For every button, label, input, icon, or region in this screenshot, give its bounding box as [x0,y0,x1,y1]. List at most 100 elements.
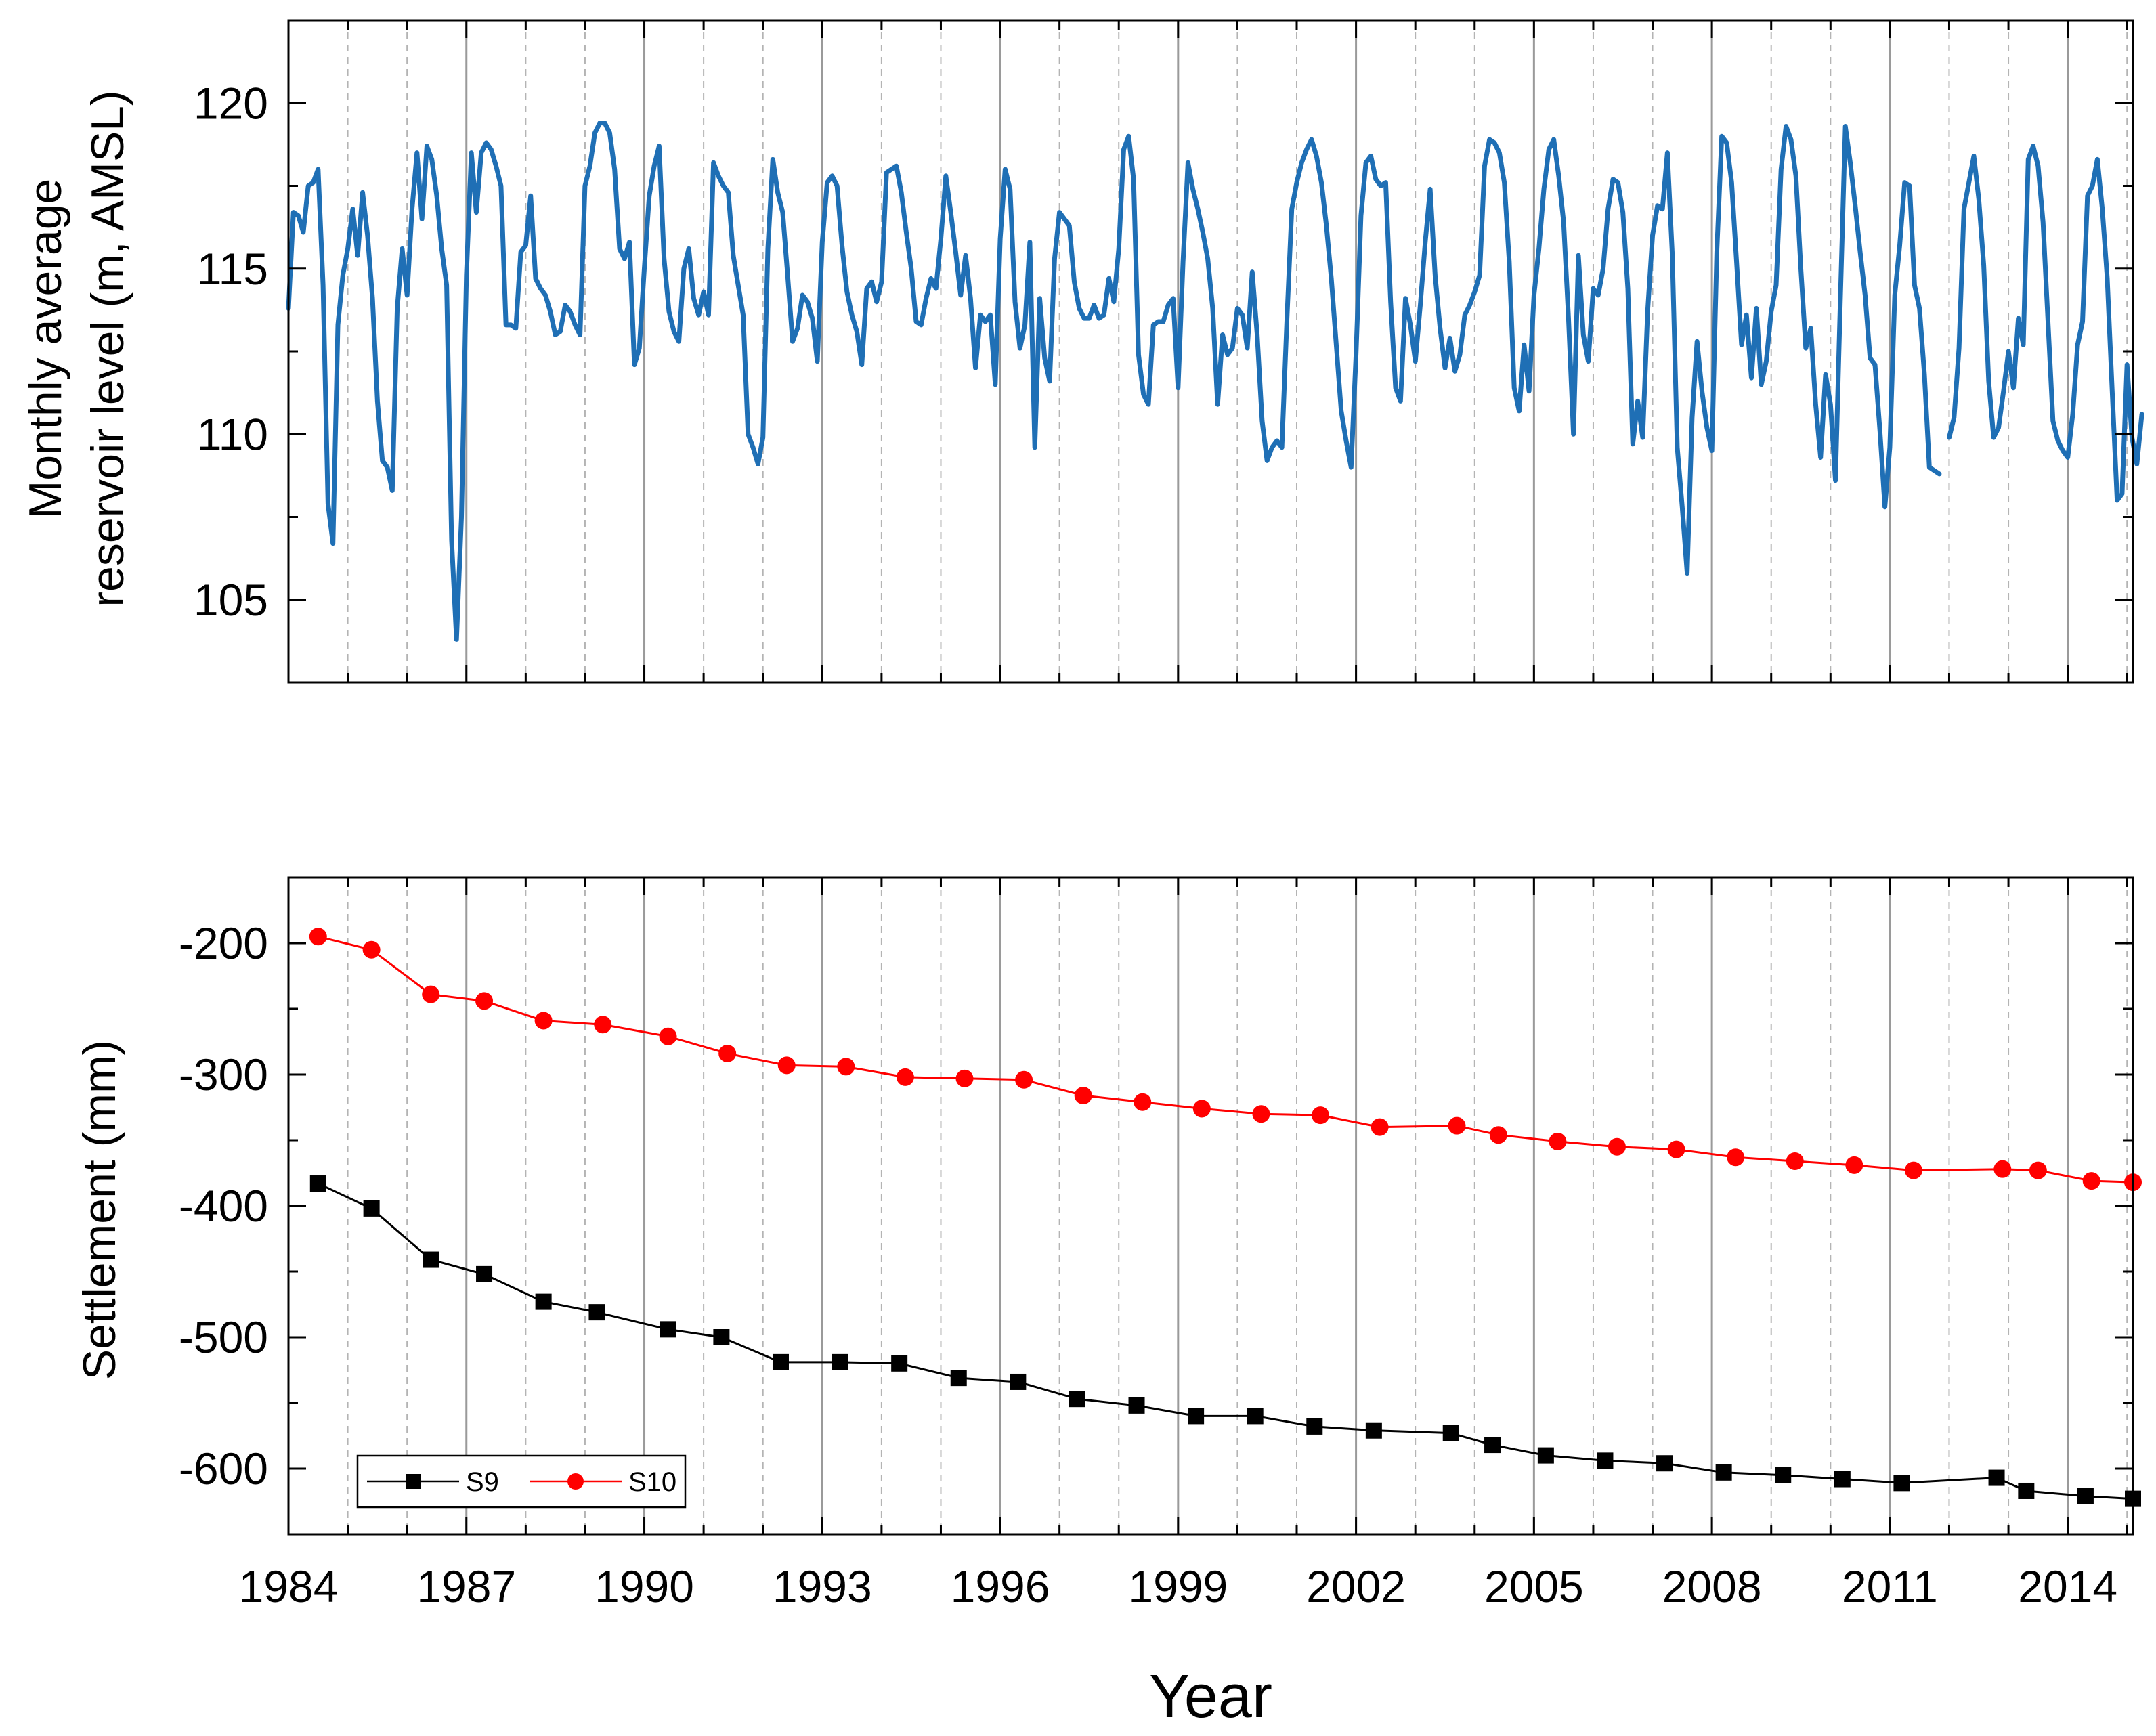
x-tick-label: 2014 [2018,1561,2117,1611]
settlement-point-s9 [1656,1455,1673,1472]
settlement-point-s10 [1252,1105,1270,1123]
settlement-point-s10 [1489,1126,1507,1144]
reservoir-y-axis-title-line1: Monthly average [20,179,71,519]
settlement-point-s9 [588,1304,605,1321]
settlement-point-s10 [1845,1156,1863,1174]
settlement-point-s9 [363,1200,380,1217]
x-tick-label: 2011 [1842,1561,1938,1611]
settlement-point-s9 [1010,1373,1027,1390]
x-axis-title: Year [1149,1663,1272,1731]
settlement-point-s9 [1834,1471,1851,1488]
settlement-point-s9 [950,1370,967,1387]
settlement-point-s10 [1608,1137,1626,1156]
settlement-point-s10 [1448,1116,1466,1135]
settlement-point-s10 [2082,1172,2100,1190]
settlement-point-s10 [837,1058,855,1076]
settlement-point-s10 [659,1027,677,1045]
reservoir-y-tick-label: 110 [197,409,268,459]
settlement-point-s9 [1484,1437,1501,1454]
settlement-point-s10 [1192,1100,1211,1118]
settlement-point-s9 [1365,1422,1382,1439]
reservoir-y-tick-labels: 105 110 115 120 [194,78,268,625]
settlement-point-s9 [423,1251,439,1268]
settlement-point-s10 [1904,1161,1922,1179]
settlement-point-s9 [1775,1467,1792,1483]
settlement-point-s10 [2029,1161,2047,1179]
legend: S9 S10 [356,1454,687,1509]
settlement-point-s10 [422,985,440,1003]
settlement-line-s10 [318,935,2134,1184]
settlement-y-tick-label: -200 [179,918,268,968]
settlement-point-s9 [535,1293,552,1310]
x-tick-label: 1993 [773,1561,872,1611]
settlement-point-s10 [777,1056,796,1075]
x-tick-labels: 1984 1987 1990 1993 1996 1999 2002 2005 2008 2011… [239,1561,2117,1611]
settlement-point-s9 [476,1265,493,1282]
reservoir-y-tick-label: 115 [197,244,268,294]
legend-label-s9: S9 [466,1467,499,1497]
settlement-point-s9 [1597,1452,1614,1469]
settlement-point-s10 [955,1069,974,1087]
settlement-point-s9 [1537,1447,1554,1464]
reservoir-grid [287,20,2128,682]
x-tick-label: 1996 [951,1561,1050,1611]
reservoir-y-axis-title-line2: reservoir level (m, AMSL) [82,90,133,607]
x-tick-label: 2005 [1484,1561,1584,1611]
settlement-plot-frame [287,876,2134,1536]
reservoir-y-tick-label: 105 [194,575,268,625]
settlement-point-s10 [1015,1070,1033,1089]
settlement-point-s9 [1069,1391,1085,1408]
settlement-y-tick-label: -500 [179,1312,268,1362]
settlement-point-s10 [1727,1148,1745,1167]
settlement-point-s10 [534,1012,553,1030]
settlement-point-s10 [1312,1106,1330,1125]
legend-marker-s10 [567,1473,584,1490]
settlement-point-s9 [1188,1408,1205,1425]
settlement-y-tick-label: -300 [179,1049,268,1100]
settlement-panel: -600 -500 -400 -300 -200 1984 1987 1990 1993 199… [74,876,2142,1731]
x-tick-label: 1987 [416,1561,516,1611]
settlement-point-s10 [896,1068,914,1086]
settlement-point-s9 [1988,1469,2005,1486]
settlement-y-tick-labels: -600 -500 -400 -300 -200 [179,918,268,1494]
reservoir-y-tick-label: 120 [194,78,268,128]
settlement-point-s10 [309,928,327,946]
settlement-point-s10 [1786,1152,1804,1171]
settlement-point-s9 [832,1353,848,1370]
settlement-point-s10 [594,1016,612,1034]
settlement-point-s9 [309,1175,326,1192]
reservoir-panel: 105 110 115 120 Monthly average reservoir l… [20,19,2144,684]
settlement-point-s10 [1667,1140,1685,1158]
x-tick-label: 2008 [1662,1561,1762,1611]
x-tick-label: 2002 [1306,1561,1406,1611]
settlement-y-tick-label: -400 [179,1181,268,1231]
legend-label-s10: S10 [628,1467,676,1497]
settlement-point-s10 [1371,1118,1389,1136]
settlement-y-axis-title: Settlement (mm) [74,1040,125,1381]
settlement-point-s10 [362,940,381,959]
settlement-line-s9 [318,1182,2134,1500]
settlement-grid [287,877,2128,1534]
settlement-point-s9 [1893,1475,1910,1492]
settlement-series [309,928,2142,1507]
x-tick-label: 1990 [595,1561,694,1611]
settlement-point-s10 [1074,1087,1092,1105]
settlement-point-s9 [891,1355,908,1372]
settlement-point-s9 [1715,1464,1732,1481]
settlement-point-s9 [2018,1482,2035,1499]
settlement-point-s10 [1993,1160,2012,1178]
settlement-point-s9 [1306,1418,1323,1435]
settlement-point-s9 [1247,1408,1264,1425]
settlement-point-s10 [1549,1132,1567,1150]
settlement-y-tick-label: -600 [179,1444,268,1494]
settlement-point-s9 [660,1321,676,1338]
settlement-point-s10 [475,992,494,1010]
settlement-point-s9 [2077,1488,2094,1504]
reservoir-axis-ticks [287,19,2133,684]
settlement-point-s10 [718,1044,737,1062]
settlement-point-s9 [1128,1397,1145,1414]
legend-marker-s9 [406,1474,421,1489]
settlement-point-s10 [1134,1093,1152,1111]
x-tick-label: 1984 [239,1561,339,1611]
